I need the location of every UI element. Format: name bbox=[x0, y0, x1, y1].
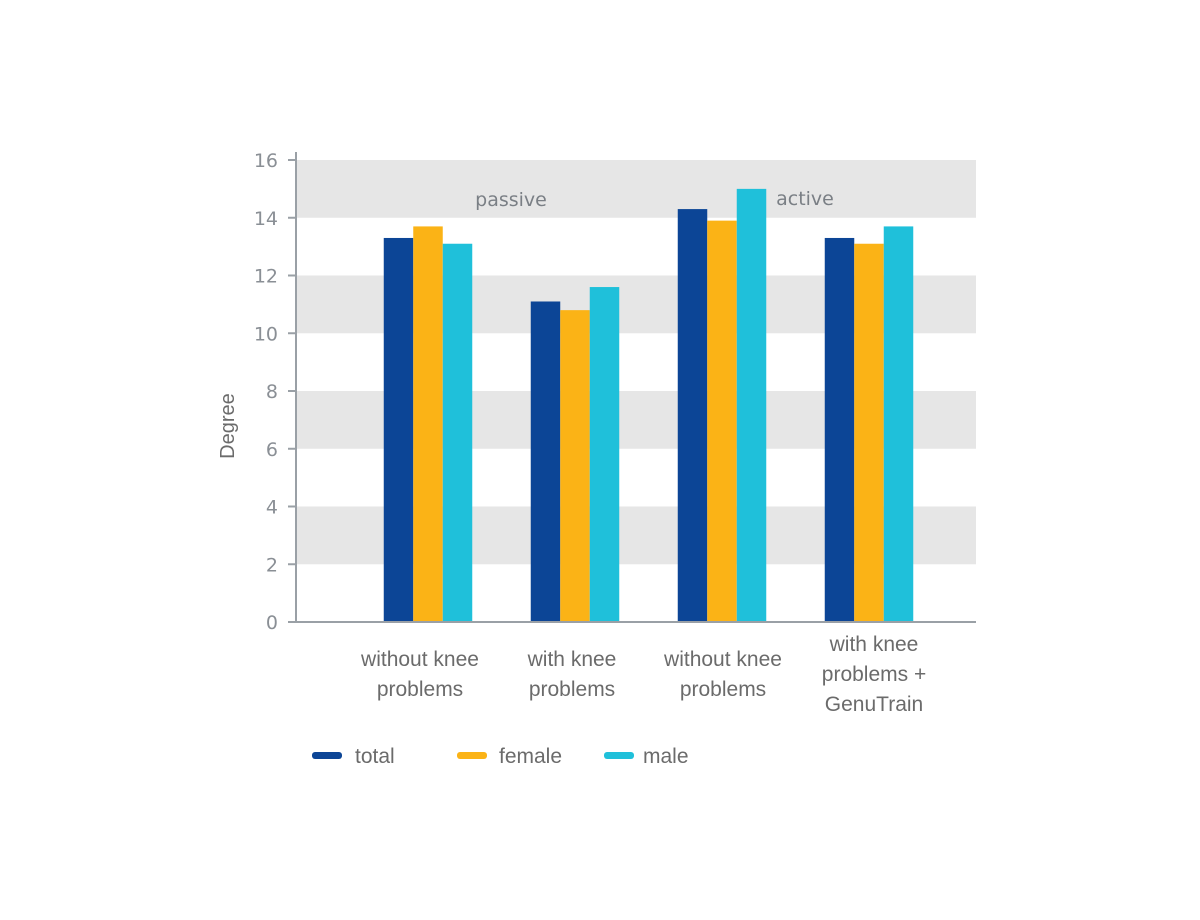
x-tick-label: without knee bbox=[663, 648, 782, 671]
y-tick-label: 6 bbox=[266, 439, 278, 461]
bar-female-3 bbox=[707, 220, 737, 622]
bar-male-2 bbox=[589, 287, 620, 622]
x-tick-label: problems bbox=[377, 678, 463, 701]
legend-item-total: total bbox=[312, 745, 395, 768]
bar-female-1 bbox=[413, 226, 443, 622]
legend-item-female: female bbox=[457, 745, 562, 768]
y-tick-label: 16 bbox=[254, 150, 278, 172]
x-tick-label: problems bbox=[529, 678, 615, 701]
bar-male-4 bbox=[883, 226, 914, 622]
x-tick-label: GenuTrain bbox=[825, 693, 923, 716]
y-tick-label: 12 bbox=[254, 266, 278, 288]
x-tick-label: with knee bbox=[829, 633, 919, 656]
bar-total-3 bbox=[677, 209, 708, 622]
x-tick-label: without knee bbox=[360, 648, 479, 671]
legend-label-total: total bbox=[355, 745, 395, 768]
bar-total-4 bbox=[824, 237, 855, 622]
bar-female-4 bbox=[854, 243, 884, 623]
legend-item-male: male bbox=[604, 745, 689, 768]
grid-band bbox=[297, 160, 976, 218]
y-axis-label: Degree bbox=[217, 393, 239, 459]
group-label-active: active bbox=[776, 188, 834, 210]
bar-total-2 bbox=[530, 301, 561, 622]
y-tick-label: 10 bbox=[254, 323, 278, 345]
legend-swatch-female bbox=[457, 752, 487, 759]
bar-female-2 bbox=[560, 310, 590, 622]
x-tick-label: problems + bbox=[822, 663, 926, 686]
x-tick-label: problems bbox=[680, 678, 766, 701]
y-tick-label: 2 bbox=[266, 554, 278, 576]
bar-total-1 bbox=[383, 237, 414, 622]
legend: total female male bbox=[312, 745, 689, 768]
legend-label-female: female bbox=[499, 745, 562, 768]
y-tick-label: 4 bbox=[266, 497, 278, 519]
y-tick-label: 8 bbox=[266, 381, 278, 403]
y-ticks: 0 2 4 6 8 10 12 14 16 bbox=[254, 150, 296, 634]
legend-swatch-male bbox=[604, 752, 634, 759]
bars bbox=[383, 188, 914, 623]
y-tick-label: 0 bbox=[266, 612, 278, 634]
axes bbox=[288, 152, 976, 623]
category-labels: without knee problems with knee problems wit… bbox=[360, 633, 926, 716]
legend-label-male: male bbox=[643, 745, 689, 768]
x-tick-label: with knee bbox=[527, 648, 617, 671]
y-tick-label: 14 bbox=[254, 208, 278, 230]
bar-male-3 bbox=[736, 188, 767, 622]
bar-male-1 bbox=[442, 243, 473, 623]
legend-swatch-total bbox=[312, 752, 342, 759]
group-label-passive: passive bbox=[475, 189, 547, 211]
